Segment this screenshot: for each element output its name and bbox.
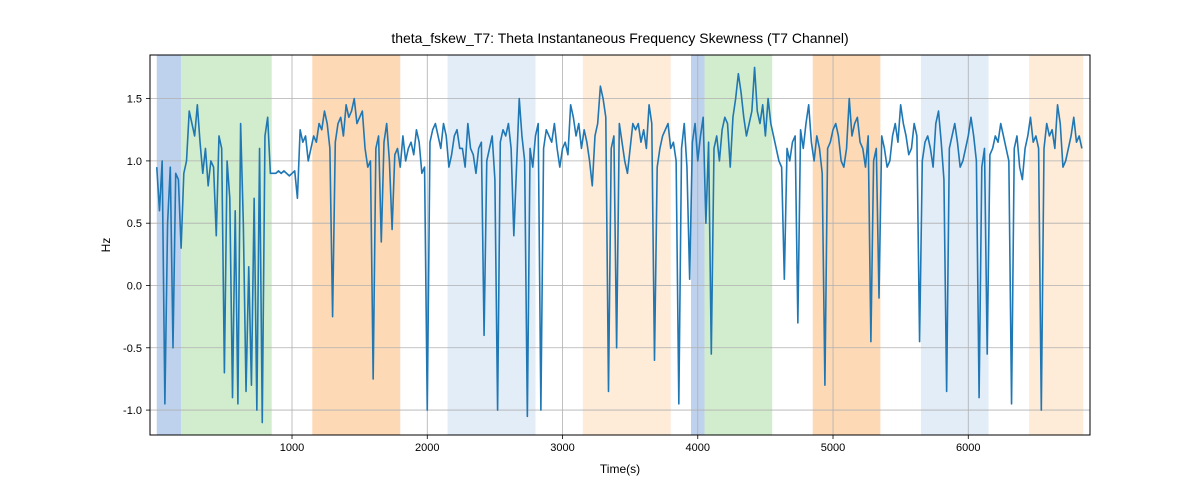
highlight-band xyxy=(1029,55,1083,435)
y-tick-label: -0.5 xyxy=(123,343,142,355)
x-tick-label: 4000 xyxy=(686,442,710,454)
chart-container: 1000 2000 3000 4000 5000 6000 -1.0 -0.5 0.0 0.5 1.… xyxy=(0,0,1200,500)
highlight-band xyxy=(157,55,181,435)
y-tick-label: 0.0 xyxy=(127,280,142,292)
y-tick-label: 1.5 xyxy=(127,94,142,106)
x-axis-label: Time(s) xyxy=(600,462,640,476)
x-tick-label: 6000 xyxy=(956,442,980,454)
highlight-band xyxy=(583,55,671,435)
x-tick-label: 3000 xyxy=(550,442,574,454)
y-tick-label: -1.0 xyxy=(123,405,142,417)
x-tick-label: 2000 xyxy=(415,442,439,454)
x-tick-label: 5000 xyxy=(821,442,845,454)
y-tick-label: 0.5 xyxy=(127,218,142,230)
y-tick-label: 1.0 xyxy=(127,156,142,168)
line-chart: 1000 2000 3000 4000 5000 6000 -1.0 -0.5 0.0 0.5 1.… xyxy=(0,0,1200,500)
y-axis-label: Hz xyxy=(99,238,113,253)
highlight-band xyxy=(448,55,536,435)
x-tick-label: 1000 xyxy=(280,442,304,454)
chart-title: theta_fskew_T7: Theta Instantaneous Freq… xyxy=(391,30,848,46)
